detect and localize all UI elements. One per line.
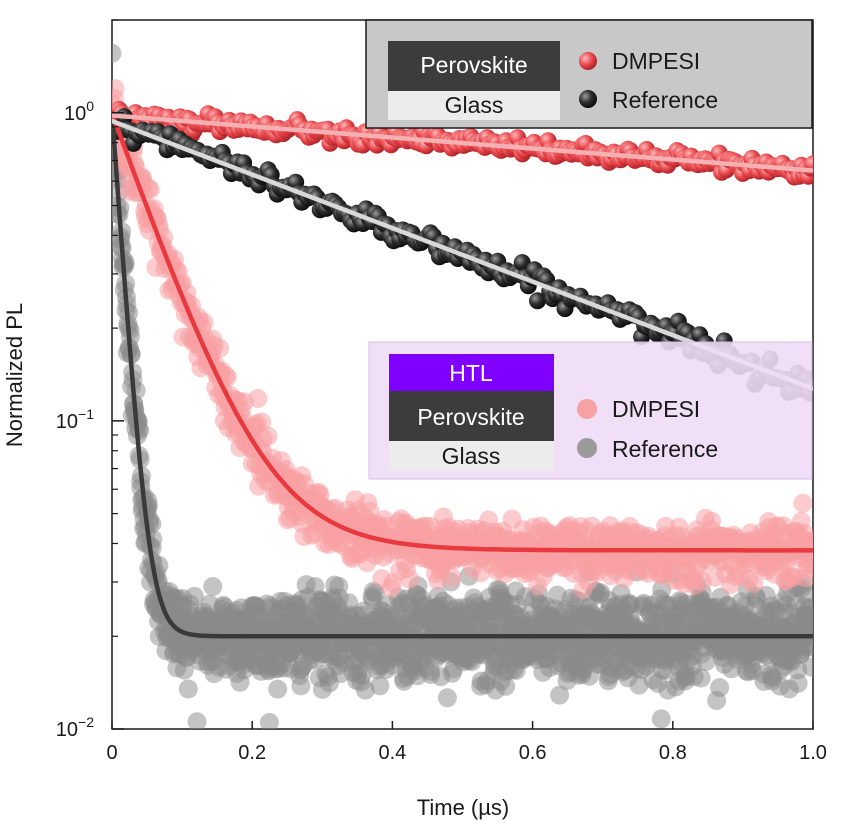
data-point <box>140 180 160 199</box>
x-tick-label: 0.4 <box>378 742 406 764</box>
y-axis-title: Normalized PL <box>2 303 27 447</box>
layer-htl-block <box>389 354 554 391</box>
legend-reference-label: Reference <box>612 87 718 113</box>
layer-glass-label: Glass <box>445 92 504 118</box>
data-point <box>793 493 813 513</box>
series-2-fit-line <box>112 110 813 553</box>
legend-reference-marker <box>579 90 597 108</box>
layer-perovskite-label-2: Perovskite <box>417 404 524 430</box>
data-point <box>744 574 764 594</box>
data-point <box>178 679 198 699</box>
layer-perovskite-label: Perovskite <box>420 52 527 78</box>
series-3-fit-line <box>112 110 813 639</box>
legend-top: Perovskite Glass DMPESI Reference <box>365 19 813 129</box>
legend-dmpesi-label: DMPESI <box>612 48 700 74</box>
data-point <box>352 665 372 685</box>
x-tick-label: 0 <box>106 742 117 764</box>
data-point <box>529 292 546 310</box>
data-point <box>788 673 808 693</box>
data-point <box>442 567 462 587</box>
data-point <box>258 426 278 446</box>
x-tick-label: 0.8 <box>659 742 687 764</box>
axes: 0 0.2 0.4 0.6 0.8 1.0 100 10−1 10−2 <box>56 19 827 764</box>
layer-glass-block-2 <box>389 441 554 471</box>
layer-perovskite-block-2 <box>389 391 554 441</box>
data-point <box>696 652 716 671</box>
layer-glass-label-2: Glass <box>442 443 501 469</box>
data-point <box>803 609 813 629</box>
layer-htl-label: HTL <box>449 360 493 386</box>
data-point <box>112 43 122 63</box>
data-point <box>248 389 268 408</box>
x-axis-title: Time (µs) <box>417 795 510 820</box>
legend-bottom: HTL Perovskite Glass DMPESI Reference <box>368 341 813 480</box>
x-tick-label: 0.2 <box>238 742 266 764</box>
data-point <box>803 636 813 656</box>
legend-dmpesi-htl-label: DMPESI <box>612 396 700 422</box>
data-point <box>184 586 204 606</box>
data-point <box>400 569 420 589</box>
data-point <box>691 668 711 688</box>
layer-glass-block <box>388 91 560 120</box>
data-point <box>259 713 279 729</box>
data-point <box>203 577 223 596</box>
data-point <box>252 412 272 432</box>
data-point <box>210 338 230 358</box>
data-point <box>194 312 214 332</box>
legend-dmpesi-marker <box>579 52 597 70</box>
legend-reference-htl-label: Reference <box>612 436 718 462</box>
data-point <box>370 676 390 696</box>
y-tick-label: 10−1 <box>56 406 94 433</box>
data-point <box>366 583 385 603</box>
data-point <box>187 712 207 729</box>
data-point <box>710 678 730 698</box>
data-point <box>651 709 671 729</box>
data-point <box>291 676 311 696</box>
data-point <box>496 676 516 696</box>
y-tick-label: 10−2 <box>56 714 94 741</box>
data-layer <box>112 43 813 729</box>
data-point <box>268 679 288 699</box>
data-point <box>702 511 722 531</box>
layer-perovskite-block <box>388 41 560 91</box>
legend-reference-htl-marker <box>577 438 597 458</box>
y-tick-label: 100 <box>64 98 94 125</box>
series-0-fit-line <box>112 113 813 173</box>
data-point <box>355 680 375 700</box>
x-tick-label: 0.6 <box>519 742 547 764</box>
x-tick-label: 1.0 <box>799 742 827 764</box>
legend-dmpesi-htl-marker <box>577 399 597 419</box>
data-point <box>112 79 125 99</box>
data-point <box>550 685 570 705</box>
data-point <box>437 688 457 708</box>
data-point <box>802 657 813 677</box>
